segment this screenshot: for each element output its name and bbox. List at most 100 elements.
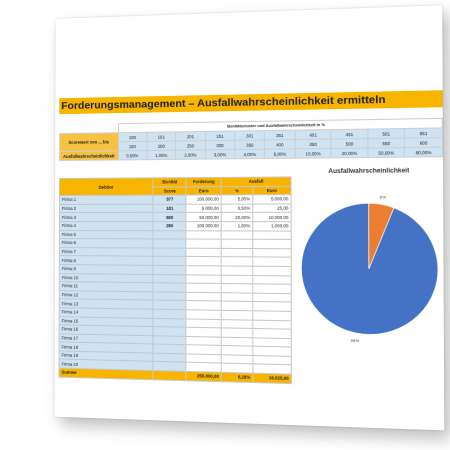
sum-forderung: 255.000,00: [186, 371, 221, 381]
score-cell[interactable]: 181: [153, 204, 186, 213]
chart-title: Ausfallwahrscheinlichkeit: [298, 168, 441, 175]
score-cell[interactable]: [153, 283, 186, 292]
debitor-name-cell[interactable]: Firma 3: [59, 213, 153, 222]
score-cell[interactable]: [153, 265, 186, 274]
debitor-name-cell[interactable]: Firma 4: [59, 221, 153, 230]
score-to-cell: 250: [176, 141, 205, 151]
score-cell[interactable]: [153, 230, 186, 239]
probability-cell: 50,00%: [368, 148, 405, 158]
score-cluster-table: Bonitätscluster und Ausfallwahrscheinlic…: [59, 118, 443, 161]
ausfall-percent-cell[interactable]: [221, 266, 252, 275]
pie-slice-label-0: 94%: [351, 337, 360, 343]
ausfall-percent-cell[interactable]: [221, 230, 252, 239]
ausfall-euro-cell[interactable]: 1.000,00: [253, 222, 291, 231]
score-cell[interactable]: [153, 257, 186, 266]
score-to-cell: 150: [118, 141, 147, 150]
score-from-cell: 100: [118, 132, 147, 141]
score-cell[interactable]: [153, 239, 186, 248]
ausfall-euro-cell[interactable]: [253, 275, 291, 284]
probability-cell: 4,00%: [235, 149, 265, 159]
ausfall-percent-cell[interactable]: 5,00%: [221, 195, 252, 204]
score-from-cell: 251: [205, 131, 235, 141]
score-from-cell: 401: [295, 130, 331, 140]
probability-cell: 20,00%: [331, 148, 368, 158]
ausfall-percent-cell[interactable]: [221, 275, 252, 284]
ausfall-euro-cell[interactable]: 10.000,00: [253, 213, 291, 222]
score-to-cell: 600: [405, 138, 443, 148]
score-to-cell: 550: [368, 138, 405, 148]
ausfall-percent-cell[interactable]: 1,00%: [221, 222, 252, 231]
ausfall-euro-cell[interactable]: [253, 266, 291, 275]
probability-cell: 2,00%: [176, 150, 205, 160]
debitor-name-cell[interactable]: Firma 1: [59, 195, 153, 204]
ausfall-euro-cell[interactable]: [253, 248, 291, 257]
ausfall-percent-cell[interactable]: [221, 248, 252, 257]
score-cell[interactable]: 280: [153, 222, 186, 231]
debitor-table: Debitor Bonität Forderung Ausfall Score …: [59, 176, 292, 383]
pie-slice-label-1: 6%: [380, 194, 387, 199]
forderung-cell[interactable]: 50.000,00: [186, 213, 221, 222]
score-to-cell: 350: [235, 140, 265, 150]
col-score-subheader: Score: [153, 186, 186, 195]
score-from-cell: 501: [368, 129, 405, 139]
score-from-cell: 301: [235, 131, 265, 141]
ausfall-percent-cell[interactable]: [221, 239, 252, 248]
sum-label: Summe: [59, 368, 153, 379]
score-cell[interactable]: [153, 248, 186, 257]
forderung-cell[interactable]: [186, 239, 221, 248]
ausfall-percent-cell[interactable]: [221, 257, 252, 266]
debitor-row: Firma 2 181 5.000,00 0,50% 25,00: [59, 204, 291, 213]
ausfall-percent-cell[interactable]: 20,00%: [221, 213, 252, 222]
debitor-name-cell[interactable]: Firma 5: [59, 230, 153, 239]
probability-cell: 10,00%: [295, 148, 331, 158]
col-ausfall-header: Ausfall: [221, 177, 291, 186]
forderung-cell[interactable]: 5.000,00: [186, 204, 221, 213]
score-from-cell: 151: [147, 132, 176, 142]
debitor-name-cell[interactable]: Firma 2: [59, 204, 153, 213]
score-to-cell: 500: [331, 139, 368, 149]
forderung-cell[interactable]: [186, 274, 221, 283]
sum-ausfall-euro: 16.025,00: [253, 373, 291, 383]
col-euro-subheader: Euro: [186, 186, 221, 195]
ausfall-euro-cell[interactable]: [253, 239, 291, 248]
score-cell[interactable]: 500: [153, 213, 186, 222]
probability-cell: 0,50%: [118, 151, 147, 160]
forderung-cell[interactable]: [186, 266, 221, 275]
forderung-cell[interactable]: [186, 283, 221, 292]
forderung-cell[interactable]: [186, 248, 221, 257]
probability-cell: 80,00%: [405, 147, 443, 157]
ausfall-euro-cell[interactable]: [253, 284, 291, 293]
ausfall-euro-cell[interactable]: 25,00: [253, 204, 291, 213]
probability-cell: 3,00%: [205, 150, 235, 160]
sum-percent: 6,28%: [221, 372, 253, 382]
score-from-cell: 551: [405, 128, 443, 138]
score-to-cell: 450: [295, 139, 331, 149]
probability-cell: 1,00%: [147, 150, 176, 159]
col-ausfall-euro-subheader: Euro: [253, 186, 291, 195]
probability-label: Ausfallwahrscheinlichkeit: [60, 151, 118, 161]
score-cell[interactable]: 377: [153, 195, 186, 204]
ausfall-percent-cell[interactable]: [221, 284, 252, 293]
ausfall-euro-cell[interactable]: [253, 257, 291, 266]
score-from-cell: 201: [176, 131, 205, 141]
ausfall-euro-cell[interactable]: [253, 231, 291, 240]
score-from-cell: 351: [265, 130, 295, 140]
score-from-cell: 451: [331, 129, 368, 139]
col-forderung-header: Forderung: [186, 177, 221, 186]
probability-cell: 5,00%: [265, 149, 295, 159]
score-range-label: Scorewert von ... bis: [60, 133, 118, 152]
spreadsheet-sheet: Forderungsmanagement – Ausfallwahrschein…: [54, 5, 444, 430]
col-debitor-header: Debitor: [60, 178, 154, 196]
score-cell[interactable]: [153, 274, 186, 283]
score-to-cell: 300: [205, 140, 235, 150]
col-percent-subheader: %: [221, 186, 252, 195]
sum-score-cell: [153, 371, 186, 381]
forderung-cell[interactable]: 100.000,00: [186, 222, 221, 231]
ausfall-euro-cell[interactable]: 5.000,00: [253, 195, 291, 204]
forderung-cell[interactable]: [186, 257, 221, 266]
forderung-cell[interactable]: [186, 230, 221, 239]
ausfall-percent-cell[interactable]: [221, 292, 253, 301]
forderung-cell[interactable]: 100.000,00: [186, 195, 221, 204]
score-to-cell: 200: [147, 141, 176, 150]
ausfall-percent-cell[interactable]: 0,50%: [221, 204, 252, 213]
